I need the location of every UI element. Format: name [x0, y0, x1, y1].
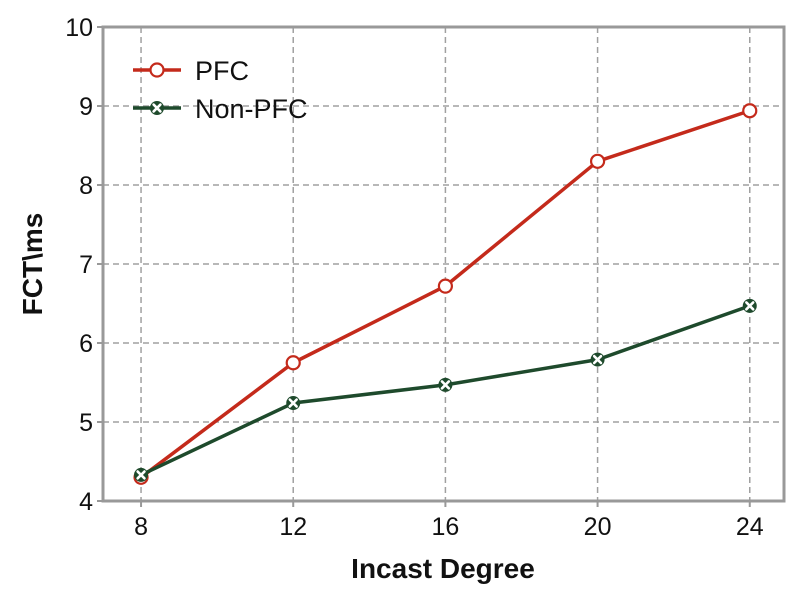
legend-marker — [150, 101, 164, 115]
y-tick-label: 7 — [79, 251, 93, 279]
data-point-non-pfc — [286, 396, 301, 411]
legend-marker — [149, 62, 165, 78]
x-axis-ticks: 8 12 16 20 24 — [134, 501, 764, 541]
y-axis-ticks: 4 5 6 7 8 9 10 — [65, 14, 103, 516]
data-point-non-pfc — [134, 467, 149, 482]
y-tick-label: 8 — [79, 172, 93, 200]
y-tick-label: 4 — [79, 488, 93, 516]
data-point-pfc — [589, 153, 606, 169]
y-tick-label: 9 — [79, 93, 93, 121]
y-tick-label: 10 — [65, 14, 93, 42]
series-non-pfc — [134, 298, 757, 482]
x-tick-label: 24 — [736, 513, 764, 541]
y-tick-label: 5 — [79, 409, 93, 437]
legend: PFC Non-PFC — [133, 56, 308, 124]
data-point-pfc — [285, 355, 301, 371]
x-tick-label: 8 — [134, 513, 148, 541]
x-tick-label: 20 — [584, 513, 612, 541]
y-tick-label: 6 — [79, 330, 93, 358]
x-axis-label: Incast Degree — [351, 553, 535, 584]
legend-label: PFC — [195, 56, 249, 86]
x-tick-label: 16 — [431, 513, 459, 541]
data-point-non-pfc — [742, 298, 757, 313]
legend-item-pfc: PFC — [133, 56, 249, 86]
legend-label: Non-PFC — [195, 94, 308, 124]
series-group — [133, 103, 758, 485]
x-tick-label: 12 — [279, 513, 307, 541]
data-point-non-pfc — [438, 377, 453, 392]
data-point-pfc — [437, 278, 454, 294]
y-axis-label: FCT\ms — [17, 213, 48, 316]
data-point-non-pfc — [590, 352, 605, 367]
legend-item-non-pfc: Non-PFC — [133, 94, 308, 124]
grid-lines — [103, 27, 784, 501]
data-point-pfc — [742, 103, 758, 119]
